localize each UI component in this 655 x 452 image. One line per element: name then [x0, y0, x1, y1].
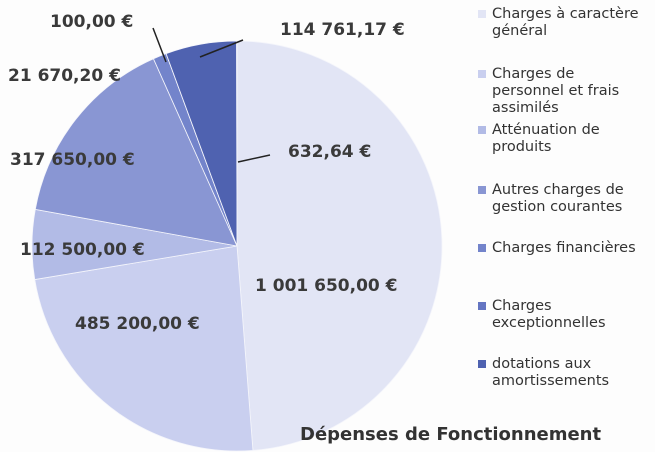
leader-line — [152, 27, 167, 63]
legend-swatch — [478, 70, 486, 78]
pie-slice — [34, 58, 238, 247]
legend-swatch — [478, 244, 486, 252]
legend-swatch — [478, 10, 486, 18]
data-label: 112 500,00 € — [20, 240, 145, 260]
legend-label: Autres charges de gestion courantes — [492, 182, 624, 215]
data-label: 114 761,17 € — [280, 20, 405, 40]
legend-label: Atténuation de produits — [492, 122, 600, 155]
legend-swatch — [478, 186, 486, 194]
leader-line — [199, 39, 244, 58]
data-label: 100,00 € — [50, 12, 134, 32]
pie-slice — [34, 245, 254, 452]
data-label: 485 200,00 € — [75, 314, 200, 334]
data-label: 317 650,00 € — [10, 150, 135, 170]
legend-swatch — [478, 360, 486, 368]
legend-swatch — [478, 126, 486, 134]
data-label: 632,64 € — [288, 142, 372, 162]
chart-title: Dépenses de Fonctionnement — [300, 424, 602, 445]
legend-label: dotations aux amortissements — [492, 356, 610, 389]
data-label: 21 670,20 € — [8, 66, 121, 86]
legend-label: Charges de personnel et frais assimilés — [492, 66, 620, 116]
legend-swatch — [478, 302, 486, 310]
legend-label: Charges financières — [492, 240, 636, 256]
leader-line — [237, 154, 271, 163]
slices — [31, 40, 443, 452]
legend-label: Charges exceptionnelles — [492, 298, 606, 331]
data-label: 1 001 650,00 € — [255, 276, 398, 296]
pie-slice — [236, 40, 443, 451]
legend-label: Charges à caractère général — [492, 6, 639, 39]
